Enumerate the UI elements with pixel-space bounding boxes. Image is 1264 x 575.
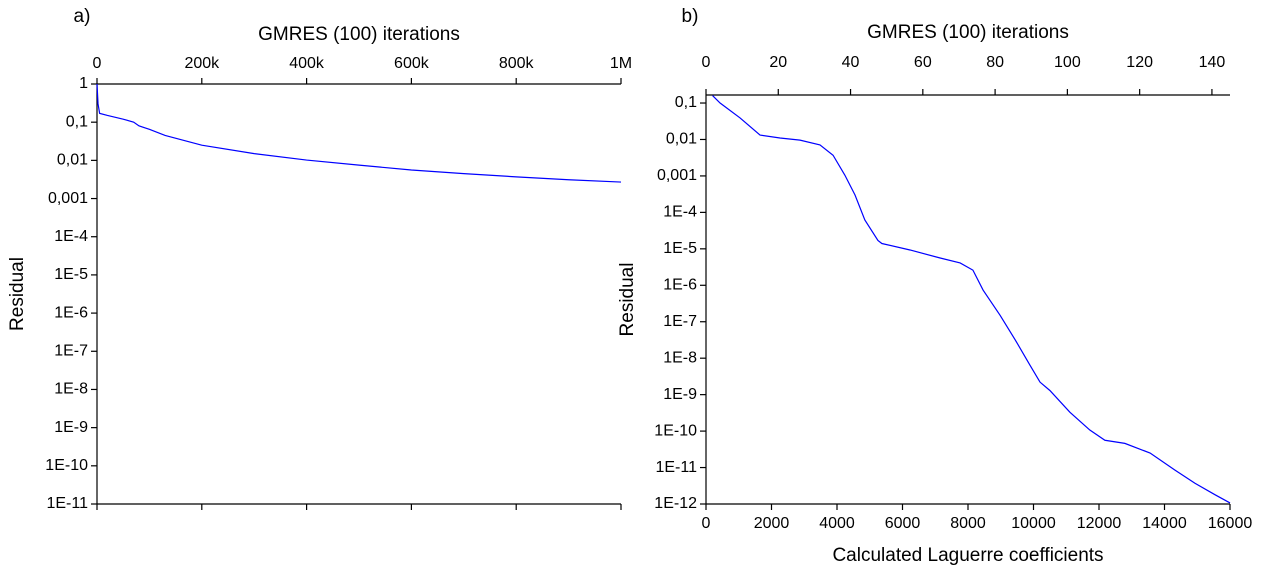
x-tick-label: 14000: [1142, 515, 1187, 532]
y-tick-label: 1E-5: [663, 240, 697, 257]
y-tick-label: 1E-8: [54, 381, 88, 398]
x-tick-label: 200k: [184, 55, 220, 72]
y-tick-label: 1E-6: [54, 304, 88, 321]
x-tick-label: 8000: [950, 515, 986, 532]
x-tick-label: 4000: [819, 515, 855, 532]
y-tick-label: 0,1: [66, 113, 88, 130]
y-tick-label: 1E-10: [654, 422, 697, 439]
x-tick-label: 400k: [289, 55, 325, 72]
y-tick-label: 0,001: [48, 190, 88, 207]
x2-tick-label: 20: [769, 54, 787, 71]
x2-axis-label: GMRES (100) iterations: [867, 22, 1069, 43]
x-tick-label: 6000: [885, 515, 921, 532]
y-tick-label: 0,1: [675, 94, 697, 111]
y-tick-label: 1E-6: [663, 277, 697, 294]
x2-tick-label: 100: [1054, 54, 1081, 71]
x-axis-label: Calculated Laguerre coefficients: [832, 545, 1103, 566]
y-axis-label: Residual: [7, 257, 28, 331]
x-tick-label: 800k: [499, 55, 535, 72]
x2-tick-label: 0: [702, 54, 711, 71]
x2-tick-label: 140: [1199, 54, 1226, 71]
y-tick-label: 1E-9: [54, 419, 88, 436]
x2-tick-label: 60: [914, 54, 932, 71]
y-axis-label: Residual: [617, 263, 638, 337]
x-tick-label: 600k: [394, 55, 430, 72]
x-tick-label: 16000: [1208, 515, 1253, 532]
x2-tick-label: 40: [842, 54, 860, 71]
x2-tick-label: 120: [1126, 54, 1153, 71]
data-line: [96, 83, 622, 183]
x2-tick-label: 80: [986, 54, 1004, 71]
y-tick-label: 1E-4: [663, 204, 697, 221]
y-tick-label: 1E-7: [663, 313, 697, 330]
y-tick-label: 1E-5: [54, 266, 88, 283]
data-line: [712, 95, 1231, 504]
y-tick-label: 0,001: [657, 167, 697, 184]
y-tick-label: 1E-11: [655, 459, 697, 476]
x-tick-label: 12000: [1077, 515, 1122, 532]
y-tick-label: 1E-8: [663, 349, 697, 366]
y-tick-label: 1E-9: [663, 386, 697, 403]
y-tick-label: 1E-4: [54, 228, 88, 245]
x-tick-label: 10000: [1011, 515, 1056, 532]
y-tick-label: 1E-11: [46, 495, 88, 512]
y-tick-label: 1: [79, 75, 88, 92]
y-tick-label: 0,01: [57, 152, 88, 169]
y-tick-label: 0,01: [666, 131, 697, 148]
panel-label: a): [74, 6, 91, 27]
x-axis-label: GMRES (100) iterations: [258, 24, 460, 45]
y-tick-label: 1E-12: [654, 495, 697, 512]
y-tick-label: 1E-10: [45, 457, 88, 474]
y-tick-label: 1E-7: [54, 342, 88, 359]
x-tick-label: 1M: [610, 55, 632, 72]
x-tick-label: 0: [702, 515, 711, 532]
x-tick-label: 2000: [754, 515, 790, 532]
panel-label: b): [682, 6, 699, 27]
x-tick-label: 0: [93, 55, 102, 72]
